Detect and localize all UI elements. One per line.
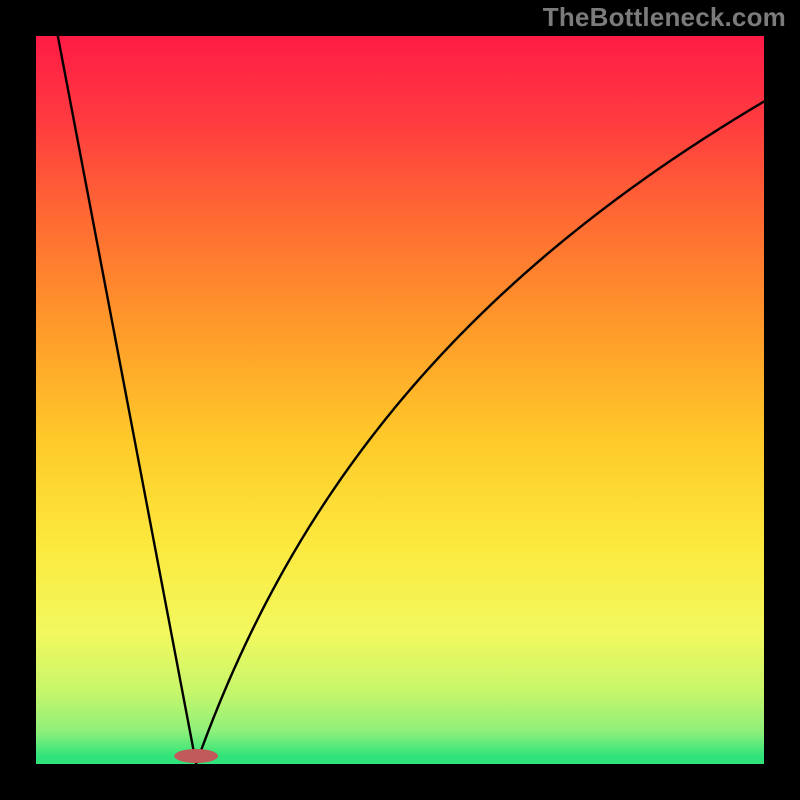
chart-svg [0, 0, 800, 800]
watermark-text: TheBottleneck.com [543, 2, 786, 33]
target-marker [174, 749, 218, 763]
chart-container: TheBottleneck.com [0, 0, 800, 800]
